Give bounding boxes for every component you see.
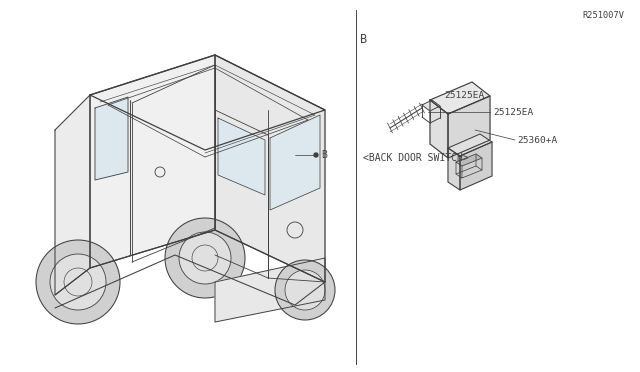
Text: B: B xyxy=(321,150,327,160)
Polygon shape xyxy=(456,154,482,166)
Polygon shape xyxy=(215,258,325,322)
Ellipse shape xyxy=(275,260,335,320)
Polygon shape xyxy=(270,115,320,210)
Polygon shape xyxy=(430,82,490,114)
Polygon shape xyxy=(90,55,325,150)
Text: 25125EA: 25125EA xyxy=(493,108,533,116)
Polygon shape xyxy=(95,97,128,180)
Polygon shape xyxy=(422,100,440,111)
Text: R251007V: R251007V xyxy=(582,11,624,20)
Text: 25125EA: 25125EA xyxy=(445,92,485,100)
Polygon shape xyxy=(55,95,90,295)
Polygon shape xyxy=(90,55,215,268)
Ellipse shape xyxy=(50,254,106,310)
Ellipse shape xyxy=(165,218,245,298)
Polygon shape xyxy=(218,118,265,195)
Polygon shape xyxy=(448,148,460,190)
Polygon shape xyxy=(215,55,325,282)
Ellipse shape xyxy=(179,232,231,284)
Polygon shape xyxy=(448,134,492,156)
Polygon shape xyxy=(460,142,492,190)
Polygon shape xyxy=(448,96,490,158)
Text: <BACK DOOR SWITCH>: <BACK DOOR SWITCH> xyxy=(363,153,469,163)
Ellipse shape xyxy=(285,270,325,310)
Text: 25360+A: 25360+A xyxy=(517,135,557,144)
Ellipse shape xyxy=(314,153,318,157)
Ellipse shape xyxy=(36,240,120,324)
Text: B: B xyxy=(360,33,367,45)
Polygon shape xyxy=(430,100,448,158)
